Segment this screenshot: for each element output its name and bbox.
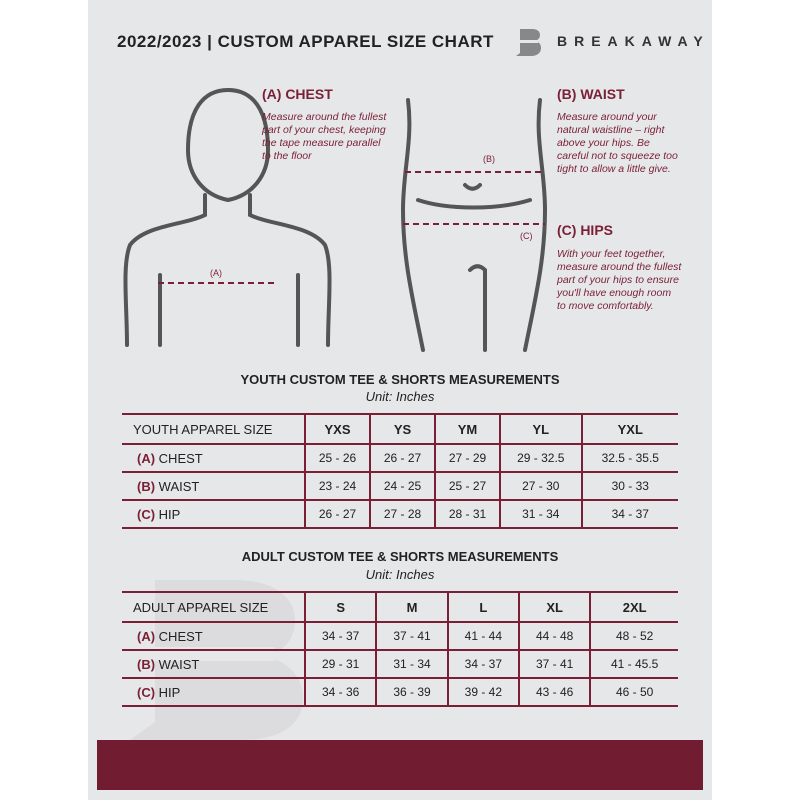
table-row: (A) CHEST 34 - 37 37 - 41 41 - 44 44 - 48 48 …	[122, 621, 678, 651]
adult-table-title: ADULT CUSTOM TEE & SHORTS MEASUREMENTS	[241, 549, 559, 564]
table-cell: 39 - 42	[446, 677, 519, 707]
table-cell: 27 - 28	[369, 499, 435, 529]
table-cell: 46 - 50	[589, 677, 678, 707]
table-cell: 34 - 37	[580, 499, 678, 529]
upper-body-figure	[123, 87, 332, 347]
brand-name: BREAKAWAY	[557, 33, 710, 49]
table-cell: 29 - 31	[303, 649, 377, 679]
table-header-row: YOUTH APPAREL SIZE YXS YS YM YL YXL	[122, 413, 678, 445]
waist-description: Measure around your natural waistline – …	[557, 111, 678, 175]
size-header: YXS	[304, 413, 370, 445]
table-cell: 28 - 31	[434, 499, 500, 529]
table-cell: 37 - 41	[517, 649, 591, 679]
adult-table-unit: Unit: Inches	[365, 567, 435, 582]
corner-label: YOUTH APPAREL SIZE	[122, 413, 305, 445]
table-cell: 24 - 25	[369, 471, 435, 501]
table-cell: 31 - 34	[375, 649, 448, 679]
breakaway-logo-icon	[514, 29, 541, 56]
table-cell: 25 - 27	[434, 471, 500, 501]
corner-label: ADULT APPAREL SIZE	[122, 591, 305, 623]
size-header: YXL	[580, 413, 678, 445]
chest-heading: (A) CHEST	[262, 86, 333, 102]
chest-description: Measure around the fullest part of your …	[262, 111, 387, 162]
size-header: 2XL	[589, 591, 678, 623]
table-cell: CHEST	[158, 450, 203, 466]
page-title: 2022/2023 | CUSTOM APPAREL SIZE CHART	[117, 32, 494, 51]
size-header: M	[375, 591, 448, 623]
table-cell: 25 - 26	[304, 443, 370, 473]
table-cell: 41 - 45.5	[589, 649, 678, 679]
size-header: XL	[517, 591, 591, 623]
table-row: (A) CHEST 25 - 26 26 - 27 27 - 29 29 - 32.5 3…	[122, 443, 678, 473]
table-cell: (B)	[137, 656, 156, 672]
table-cell: WAIST	[158, 656, 200, 672]
table-cell: 27 - 30	[499, 471, 582, 501]
size-header: S	[303, 591, 377, 623]
chest-marker: (A)	[210, 268, 222, 278]
table-cell: (B) WAIST	[122, 649, 305, 679]
table-cell: 36 - 39	[375, 677, 448, 707]
table-cell: HIP	[158, 506, 181, 522]
table-cell: 48 - 52	[589, 621, 678, 651]
table-row: (B) WAIST 29 - 31 31 - 34 34 - 37 37 - 41 41 …	[122, 649, 678, 679]
hips-description: With your feet together, measure around …	[557, 248, 682, 312]
table-row: (B) WAIST 23 - 24 24 - 25 25 - 27 27 - 30 30 …	[122, 471, 678, 501]
table-cell: 34 - 37	[303, 621, 377, 651]
youth-size-table: YOUTH APPAREL SIZE YXS YS YM YL YXL (A) CHES…	[122, 413, 678, 529]
table-cell: (C)	[137, 684, 156, 700]
table-cell: 23 - 24	[304, 471, 370, 501]
table-cell: 32.5 - 35.5	[580, 443, 678, 473]
table-cell: 44 - 48	[517, 621, 591, 651]
table-cell: (A)	[137, 450, 156, 466]
waist-marker: (B)	[483, 154, 495, 164]
waist-heading: (B) WAIST	[557, 86, 625, 102]
table-cell: HIP	[158, 684, 181, 700]
table-cell: WAIST	[158, 478, 200, 494]
table-cell: (A) CHEST	[122, 443, 305, 473]
table-cell: 31 - 34	[499, 499, 582, 529]
table-cell: (C) HIP	[122, 677, 305, 707]
footer-bar	[97, 740, 703, 790]
table-cell: 43 - 46	[517, 677, 591, 707]
table-cell: 37 - 41	[375, 621, 448, 651]
lower-body-figure	[400, 98, 548, 352]
youth-table-title: YOUTH CUSTOM TEE & SHORTS MEASUREMENTS	[240, 372, 560, 387]
table-cell: 30 - 33	[580, 471, 678, 501]
size-header: YM	[434, 413, 500, 445]
table-cell: (C)	[137, 506, 156, 522]
adult-size-table: ADULT APPAREL SIZE S M L XL 2XL (A) CHEST 34 …	[122, 591, 678, 707]
youth-table-unit: Unit: Inches	[365, 389, 435, 404]
table-cell: (A)	[137, 628, 156, 644]
table-row: (C) HIP 34 - 36 36 - 39 39 - 42 43 - 46 46 - …	[122, 677, 678, 707]
table-cell: 34 - 37	[446, 649, 519, 679]
hip-marker: (C)	[520, 231, 533, 241]
table-cell: 29 - 32.5	[499, 443, 582, 473]
table-cell: (B) WAIST	[122, 471, 305, 501]
table-header-row: ADULT APPAREL SIZE S M L XL 2XL	[122, 591, 678, 623]
size-header: YL	[499, 413, 582, 445]
table-cell: (C) HIP	[122, 499, 305, 529]
table-row: (C) HIP 26 - 27 27 - 28 28 - 31 31 - 34 34 - …	[122, 499, 678, 529]
table-cell: CHEST	[158, 628, 203, 644]
table-cell: 41 - 44	[446, 621, 519, 651]
table-cell: (A) CHEST	[122, 621, 305, 651]
table-cell: 27 - 29	[434, 443, 500, 473]
table-cell: (B)	[137, 478, 156, 494]
hips-heading: (C) HIPS	[557, 222, 613, 238]
size-header: L	[446, 591, 519, 623]
table-cell: 26 - 27	[304, 499, 370, 529]
body-figures: (A) (B) (C)	[123, 87, 548, 352]
table-cell: 34 - 36	[303, 677, 377, 707]
table-cell: 26 - 27	[369, 443, 435, 473]
size-header: YS	[369, 413, 435, 445]
